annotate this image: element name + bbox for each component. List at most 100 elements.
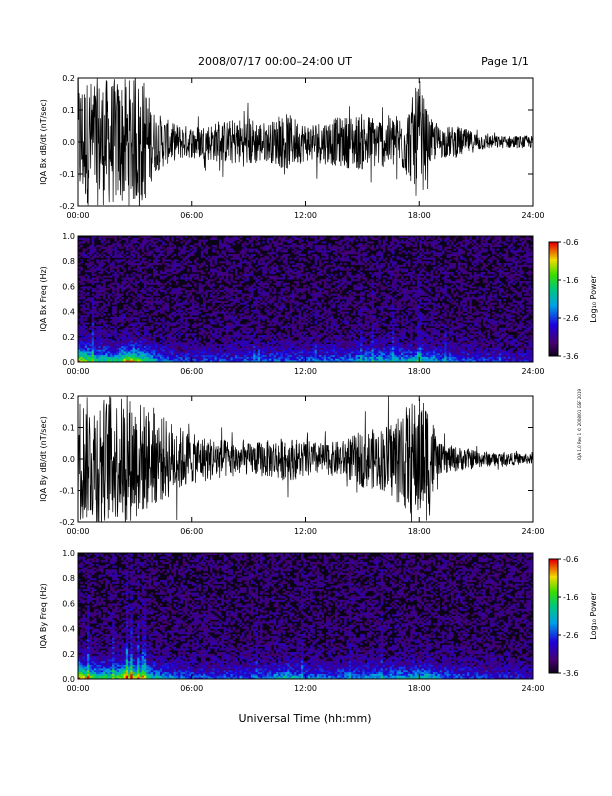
spectrogram-cell: [271, 265, 274, 267]
spectrogram-cell: [342, 308, 345, 310]
spectrogram-cell: [192, 245, 195, 247]
spectrogram-cell: [151, 297, 154, 299]
spectrogram-cell: [246, 267, 249, 269]
spectrogram-cell: [174, 263, 177, 265]
spectrogram-cell: [262, 263, 265, 265]
spectrogram-cell: [153, 353, 156, 355]
spectrogram-cell: [176, 353, 179, 355]
spectrogram-cell: [142, 241, 145, 243]
spectrogram-cell: [124, 342, 127, 344]
spectrogram-cell: [196, 342, 199, 344]
spectrogram-cell: [117, 351, 120, 353]
spectrogram-cell: [133, 358, 136, 360]
spectrogram-cell: [306, 268, 309, 270]
spectrogram-cell: [124, 344, 127, 346]
spectrogram-cell: [278, 355, 281, 357]
spectrogram-cell: [331, 299, 334, 301]
spectrogram-cell: [335, 351, 338, 353]
spectrogram-cell: [310, 340, 313, 342]
spectrogram-cell: [290, 277, 293, 279]
spectrogram-cell: [296, 256, 299, 258]
spectrogram-cell: [169, 249, 172, 251]
spectrogram-cell: [174, 324, 177, 326]
spectrogram-cell: [308, 351, 311, 353]
spectrogram-cell: [101, 294, 104, 296]
spectrogram-cell: [153, 259, 156, 261]
spectrogram-cell: [108, 324, 111, 326]
spectrogram-cell: [215, 331, 218, 333]
spectrogram-cell: [294, 294, 297, 296]
spectrogram-cell: [233, 348, 236, 350]
spectrogram-cell: [151, 355, 154, 357]
spectrogram-cell: [144, 357, 147, 359]
spectrogram-cell: [292, 340, 295, 342]
spectrogram-cell: [180, 241, 183, 243]
spectrogram-cell: [210, 276, 213, 278]
spectrogram-cell: [128, 321, 131, 323]
spectrogram-cell: [267, 340, 270, 342]
spectrogram-cell: [337, 299, 340, 301]
spectrogram-cell: [85, 317, 88, 319]
spectrogram-cell: [85, 330, 88, 332]
spectrogram-cell: [144, 358, 147, 360]
spectrogram-cell: [174, 254, 177, 256]
spectrogram-cell: [105, 259, 108, 261]
spectrogram-cell: [249, 274, 252, 276]
spectrogram-cell: [114, 317, 117, 319]
spectrogram-cell: [226, 272, 229, 274]
spectrogram-cell: [121, 344, 124, 346]
spectrogram-cell: [180, 319, 183, 321]
spectrogram-cell: [258, 312, 261, 314]
spectrogram-cell: [192, 297, 195, 299]
spectrogram-cell: [108, 261, 111, 263]
spectrogram-cell: [274, 308, 277, 310]
spectrogram-cell: [94, 295, 97, 297]
spectrogram-cell: [164, 290, 167, 292]
spectrogram-cell: [267, 279, 270, 281]
spectrogram-cell: [269, 290, 272, 292]
spectrogram-cell: [255, 322, 258, 324]
spectrogram-cell: [319, 319, 322, 321]
x-tick-label: 00:00: [66, 211, 89, 220]
spectrogram-cell: [285, 272, 288, 274]
spectrogram-cell: [162, 342, 165, 344]
spectrogram-cell: [149, 348, 152, 350]
spectrogram-cell: [308, 348, 311, 350]
spectrogram-cell: [137, 286, 140, 288]
spectrogram-cell: [126, 292, 129, 294]
spectrogram-cell: [342, 340, 345, 342]
spectrogram-cell: [265, 346, 268, 348]
spectrogram-cell: [324, 313, 327, 315]
spectrogram-cell: [296, 265, 299, 267]
spectrogram-cell: [262, 301, 265, 303]
spectrogram-cell: [221, 321, 224, 323]
spectrogram-cell: [139, 357, 142, 359]
spectrogram-cell: [260, 277, 263, 279]
spectrogram-cell: [83, 344, 86, 346]
spectrogram-cell: [262, 241, 265, 243]
spectrogram-cell: [117, 321, 120, 323]
spectrogram-cell: [342, 247, 345, 249]
spectrogram-cell: [146, 357, 149, 359]
spectrogram-cell: [251, 319, 254, 321]
spectrogram-cell: [89, 351, 92, 353]
spectrogram-cell: [274, 313, 277, 315]
spectrogram-cell: [317, 272, 320, 274]
spectrogram-cell: [192, 344, 195, 346]
spectrogram-cell: [101, 330, 104, 332]
spectrogram-cell: [310, 312, 313, 314]
spectrogram-cell: [169, 348, 172, 350]
spectrogram-cell: [151, 301, 154, 303]
spectrogram-cell: [296, 346, 299, 348]
spectrogram-cell: [208, 256, 211, 258]
spectrogram-cell: [199, 322, 202, 324]
spectrogram-cell: [183, 355, 186, 357]
spectrogram-cell: [240, 290, 243, 292]
spectrogram-cell: [246, 297, 249, 299]
spectrogram-cell: [105, 250, 108, 252]
spectrogram-cell: [319, 337, 322, 339]
spectrogram-cell: [174, 267, 177, 269]
spectrogram-cell: [178, 328, 181, 330]
spectrogram-cell: [230, 258, 233, 260]
spectrogram-cell: [130, 245, 133, 247]
